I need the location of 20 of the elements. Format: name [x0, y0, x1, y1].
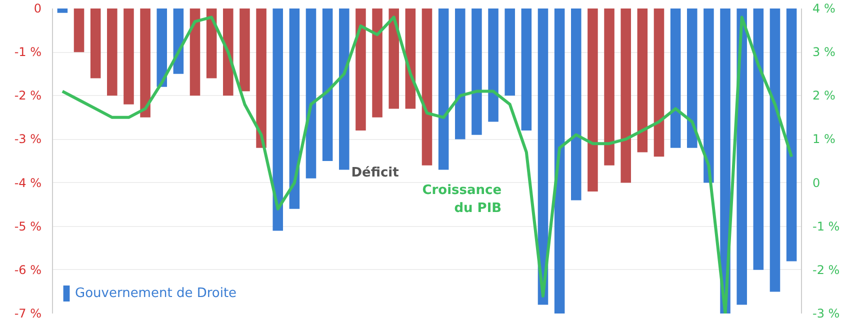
y2-tick-label: -3 %: [812, 306, 840, 320]
y-tick-label: 0: [34, 2, 42, 16]
y2-tick-label: -2 %: [812, 262, 840, 277]
y-tick-label: -2 %: [14, 88, 42, 103]
y2-tick-label: 4 %: [812, 2, 836, 16]
y2-tick-label: 1 %: [812, 132, 836, 146]
y-tick-label: -1 %: [14, 45, 42, 60]
legend-label: Gouvernement de Droite: [75, 286, 237, 300]
y2-tick-label: 0: [812, 176, 820, 190]
y-tick-label: -5 %: [14, 219, 42, 234]
y2-tick-label: 2 %: [812, 88, 836, 103]
y-tick-label: -6 %: [14, 262, 42, 277]
y2-tick-label: 3 %: [812, 45, 836, 60]
y-tick-label: -3 %: [14, 132, 42, 146]
line-series: [60, 16, 794, 314]
annotation: Déficit: [351, 165, 399, 180]
annotation: Croissance du PIB: [422, 182, 502, 216]
y2-tick-label: -1 %: [812, 219, 840, 234]
y-tick-label: -7 %: [14, 306, 42, 320]
y-tick-label: -4 %: [14, 176, 42, 190]
